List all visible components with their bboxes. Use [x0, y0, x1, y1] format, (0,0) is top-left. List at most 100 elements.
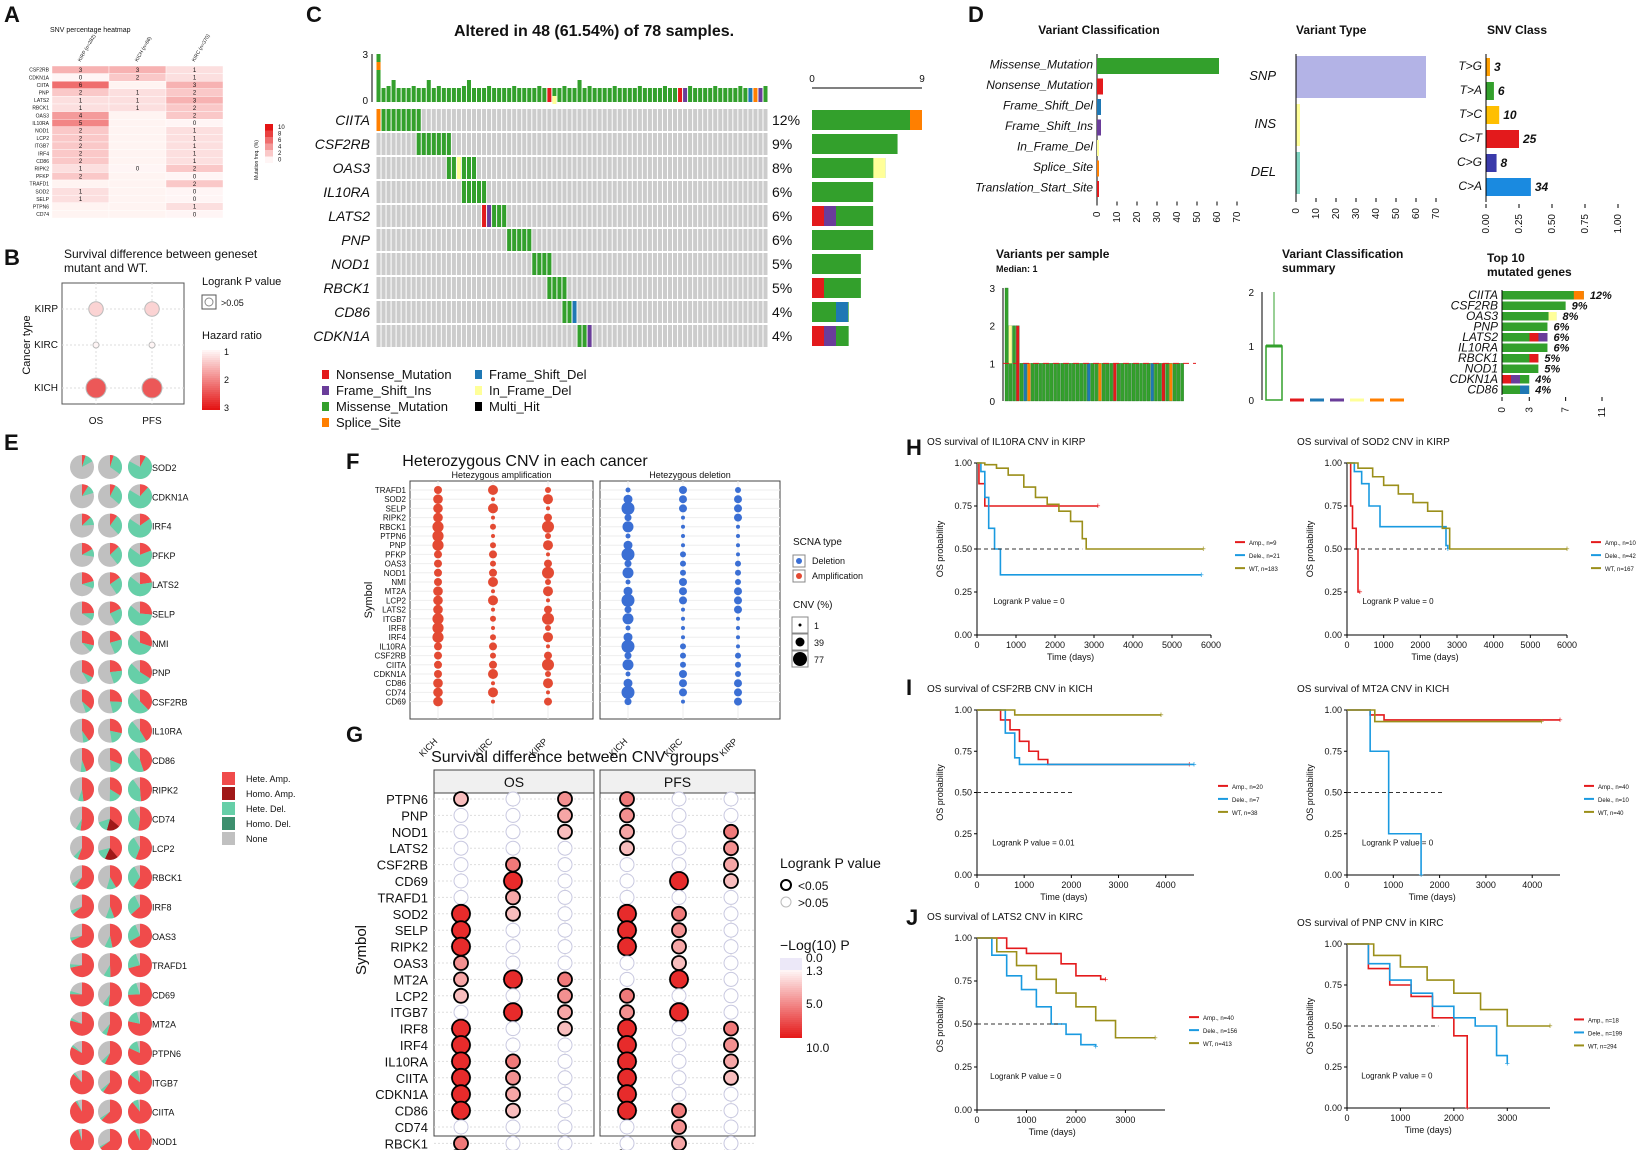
onco-cell	[733, 277, 738, 299]
cnv-point	[489, 642, 497, 651]
cnv-point	[488, 577, 498, 587]
onco-alteration	[466, 181, 471, 203]
cnv-point	[681, 626, 685, 630]
onco-cell	[657, 253, 662, 275]
top-bar-mark	[748, 88, 753, 102]
onco-cell	[431, 277, 436, 299]
onco-cell	[693, 277, 698, 299]
onco-cell	[431, 253, 436, 275]
survival-point	[505, 1086, 521, 1103]
survival-point	[671, 1021, 687, 1037]
category-label: Splice_Site	[1033, 160, 1093, 174]
gene-label: TRAFD1	[377, 890, 428, 905]
legend-point	[780, 879, 792, 891]
onco-alteration	[461, 157, 466, 179]
pie-slice	[128, 1011, 153, 1036]
onco-cell	[471, 133, 477, 155]
onco-cell	[396, 205, 401, 227]
onco-cell	[763, 205, 768, 227]
cnv-point	[433, 696, 443, 707]
cnv-point	[736, 616, 740, 621]
legend-gradient	[202, 374, 220, 376]
cnv-point	[433, 595, 443, 606]
cnv-point	[624, 606, 632, 614]
onco-cell	[597, 109, 602, 131]
axis-tick-label: 11	[1597, 407, 1608, 418]
onco-alteration	[517, 229, 522, 251]
onco-cell	[607, 325, 612, 347]
onco-cell	[487, 229, 492, 251]
km-curve	[1347, 943, 1468, 1108]
bar-mark	[1520, 385, 1529, 394]
onco-cell	[426, 181, 431, 203]
onco-cell	[662, 229, 667, 251]
legend-gradient	[202, 380, 220, 382]
axis-tick: 0	[362, 96, 368, 107]
gene-label: LCP2	[395, 989, 428, 1004]
heatmap-cell-value: 0	[193, 174, 197, 180]
heatmap-cell-value: 1	[193, 136, 197, 142]
pie-slice	[140, 601, 152, 615]
top-bar-mark	[597, 88, 602, 102]
bar-value-label: 6%	[1553, 343, 1569, 355]
onco-cell	[607, 253, 612, 275]
onco-cell	[517, 277, 522, 299]
top-bar-mark	[718, 88, 723, 102]
legend-gradient	[780, 1018, 802, 1020]
onco-cell	[657, 205, 662, 227]
hazard-point	[144, 301, 160, 317]
cnv-point	[432, 530, 444, 542]
onco-cell	[522, 181, 527, 203]
bar-mark	[1068, 363, 1072, 402]
onco-cell	[723, 301, 728, 323]
axis-tick-label: 2000	[1066, 1115, 1086, 1125]
top-bar-mark	[426, 80, 431, 102]
bar-mark	[1486, 106, 1500, 124]
top-bar-mark	[612, 86, 617, 102]
onco-cell	[557, 133, 562, 155]
onco-cell	[592, 325, 597, 347]
gene-label: PNP	[341, 232, 370, 248]
bar-value-label: 25	[1522, 132, 1537, 146]
gene-label: SELP	[395, 923, 428, 938]
bar-mark	[1097, 140, 1099, 156]
panel-letter-a: A	[4, 2, 20, 27]
legend-label: Dele., n=21	[1249, 554, 1281, 560]
onco-cell	[632, 109, 637, 131]
survival-point	[671, 1119, 687, 1135]
heatmap-cell	[108, 210, 167, 219]
axis-tick-label: 0.25	[1324, 829, 1342, 839]
onco-cell	[411, 277, 416, 299]
cnv-point	[490, 560, 496, 567]
category-label: In_Frame_Del	[1017, 140, 1093, 154]
onco-cell	[396, 133, 401, 155]
onco-cell	[617, 157, 622, 179]
onco-cell	[698, 181, 703, 203]
onco-cell	[572, 205, 577, 227]
cnv-point	[489, 568, 497, 577]
onco-cell	[753, 181, 758, 203]
bar-mark	[1169, 363, 1173, 402]
onco-cell	[512, 133, 517, 155]
onco-cell	[612, 181, 617, 203]
km-title: OS survival of LATS2 CNV in KIRC	[927, 912, 1083, 923]
onco-cell	[733, 253, 738, 275]
category-label: C>A	[1458, 179, 1482, 193]
onco-cell	[582, 181, 587, 203]
axis-tick-label: 0.75	[1580, 214, 1591, 234]
onco-cell	[552, 205, 557, 227]
onco-alteration	[537, 253, 542, 275]
top-bar-mark	[477, 88, 482, 102]
side-bar-mark	[812, 182, 874, 202]
pie-slice	[82, 548, 94, 557]
pie-gene-label: SELP	[152, 610, 175, 620]
onco-cell	[647, 325, 652, 347]
pie-slice	[82, 672, 93, 683]
legend-label: WT, n=40	[1598, 811, 1624, 817]
onco-cell	[477, 157, 482, 179]
top-bar-mark	[657, 88, 662, 102]
heatmap-cell-value: 2	[193, 91, 197, 97]
legend-gradient	[202, 384, 220, 386]
onco-cell	[582, 301, 587, 323]
axis-tick-label: 0.50	[954, 544, 972, 554]
